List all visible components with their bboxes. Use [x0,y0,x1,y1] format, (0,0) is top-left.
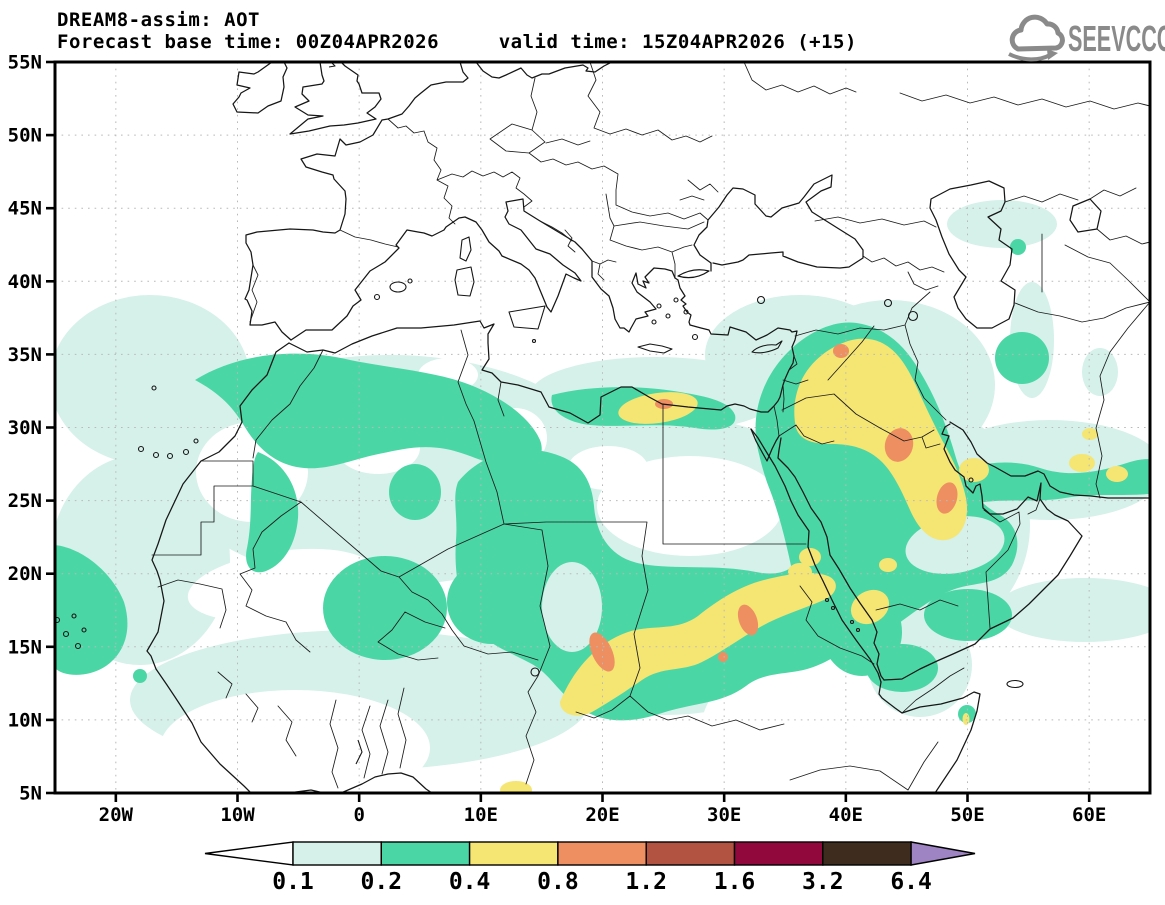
lat-tick-label: 25N [8,490,42,512]
lat-tick-label: 45N [8,198,42,220]
coastlines [146,62,1150,793]
lat-tick-label: 35N [8,344,42,366]
colorbar-above-arrow [910,841,976,866]
lon-tick-label: 50E [950,804,984,826]
colorbar-segment [380,841,471,866]
colorbar-level-label: 1.2 [625,869,667,895]
lon-tick-label: 10W [220,804,255,826]
colorbar-level-label: 0.4 [449,869,491,895]
aot-level-0.4-fills [500,338,1128,793]
seevccc-logo: SEEVCCC [1008,14,1165,62]
lat-tick-label: 55N [8,52,42,74]
axis-ticks [46,60,1091,802]
colorbar-level-label: 6.4 [890,869,932,895]
lon-tick-label: 20E [585,804,619,826]
lon-tick-label: 30E [707,804,741,826]
lon-tick-label: 20W [99,804,134,826]
logo-text: SEEVCCC [1068,19,1165,59]
axis-tick-labels: 20W 10W 0 10E 20E 30E 40E 50E 60E 55N 50N 45N 40N 35N… [8,52,1107,827]
colorbar-segment [733,841,824,866]
colorbar-below-arrow [204,841,294,866]
colorbar-level-label: 0.8 [537,869,579,895]
lat-tick-label: 5N [19,783,42,805]
lon-tick-label: 0 [353,804,364,826]
forecast-time-subtitle: Forecast base time: 00Z04APR2026 valid t… [57,31,857,53]
lat-tick-label: 10N [8,709,42,731]
cloud-arrow-icon [1008,52,1051,62]
colorbar-segment [822,841,912,866]
lon-tick-label: 60E [1072,804,1106,826]
colorbar-level-label: 0.1 [272,869,314,895]
lon-tick-label: 10E [464,804,498,826]
country-borders [151,62,1150,791]
lat-tick-label: 40N [8,271,42,293]
colorbar-segment [468,841,559,866]
lat-tick-label: 30N [8,417,42,439]
colorbar-segment [557,841,647,866]
aot-below-0.1-holes [160,358,930,793]
colorbar-level-label: 3.2 [802,869,844,895]
lat-tick-label: 50N [8,125,42,147]
cloud-icon [1009,14,1065,52]
aot-colorbar-legend: 0.1 0.2 0.4 0.8 1.2 1.6 3.2 6.4 [204,841,976,895]
aot-level-0.8-fills [589,344,958,672]
colorbar-level-label: 0.2 [361,869,403,895]
cloud-arrow-head [1047,49,1058,60]
aot-contour-fills [55,200,1150,793]
colorbar-segment [292,841,383,866]
lat-tick-label: 20N [8,563,42,585]
lon-tick-label: 40E [829,804,863,826]
plot-title: DREAM8-assim: AOT [57,9,260,31]
colorbar-segment [645,841,736,866]
colorbar-level-label: 1.6 [714,869,756,895]
lat-tick-label: 15N [8,636,42,658]
